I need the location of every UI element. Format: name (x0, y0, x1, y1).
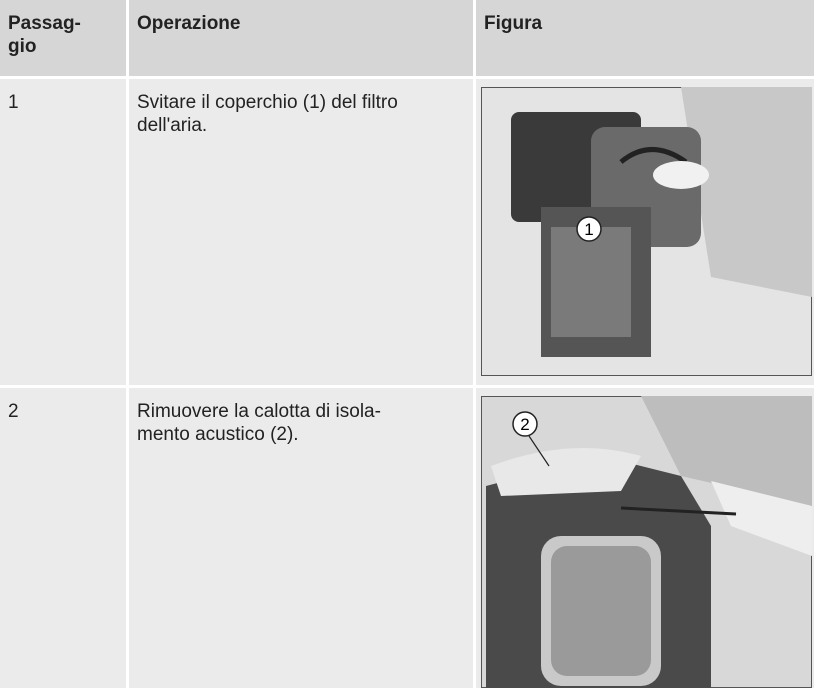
figure-1: 1 (481, 87, 812, 376)
callout-circle (512, 411, 538, 437)
step-cell: 2 (0, 388, 126, 688)
callout-label: 2 (520, 415, 529, 434)
header-cell: Operazione (129, 0, 473, 76)
callout-label: 1 (584, 220, 593, 239)
operation-cell: Svitare il coperchio (1) del filtro dell… (129, 79, 473, 385)
header-cell: Figura (476, 0, 814, 76)
operation-cell: Rimuovere la calotta di isola- mento acu… (129, 388, 473, 688)
step-cell: 1 (0, 79, 126, 385)
callout-circle (576, 216, 602, 242)
header-cell: Passag- gio (0, 0, 126, 76)
figure-2: 2 (481, 396, 812, 688)
